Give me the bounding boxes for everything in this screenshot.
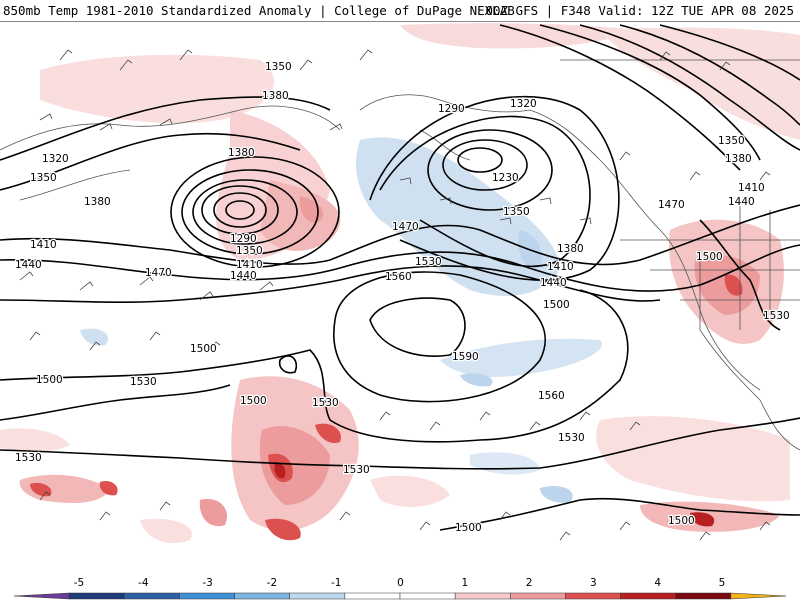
contour-label: 1320 [510, 98, 537, 110]
contour-label: 1470 [392, 221, 419, 233]
contour-label: 1500 [36, 374, 63, 386]
contour-label: 1530 [558, 432, 585, 444]
contour-label: 1350 [30, 172, 57, 184]
colorbar-ticks: -5 -4 -3 -2 -1 0 1 2 3 4 5 [74, 577, 726, 589]
contour-label: 1290 [438, 103, 465, 115]
wind-barbs [19, 49, 771, 541]
contour-label: 1350 [236, 245, 263, 257]
contour-label: 1530 [130, 376, 157, 388]
contour-label: 1380 [84, 196, 111, 208]
contour-label: 1590 [452, 351, 479, 363]
colorbar-segment [344, 592, 401, 600]
contour-label: 1560 [385, 271, 412, 283]
contour-label: 1410 [30, 239, 57, 251]
colorbar-segment [234, 592, 290, 600]
colorbar-legend: -5 -4 -3 -2 -1 0 1 2 3 4 5 [0, 574, 800, 600]
contour-label: 1350 [503, 206, 530, 218]
contour-label: 1500 [240, 395, 267, 407]
contour-label: 1530 [312, 397, 339, 409]
contour-label: 1440 [540, 277, 567, 289]
contour-label: 1560 [538, 390, 565, 402]
contour-label: 1530 [415, 256, 442, 268]
colorbar-segment [13, 592, 70, 600]
colorbar-tick-label: 5 [719, 577, 726, 589]
model-run-label: 00Z GFS | F348 Valid: 12Z TUE APR 08 202… [485, 3, 794, 18]
contour-labels: 1350 1380 1320 1350 1380 1380 1410 1440 … [14, 60, 791, 536]
colorbar-tick-label: -5 [74, 577, 84, 589]
contour-label: 1410 [236, 259, 263, 271]
contour-label: 1500 [696, 251, 723, 263]
contour-label: 1380 [557, 243, 584, 255]
contour-label: 1500 [455, 522, 482, 534]
contour-label: 1410 [738, 182, 765, 194]
colorbar-bar [13, 592, 787, 600]
map-title: 850mb Temp 1981-2010 Standardized Anomal… [3, 3, 515, 18]
colorbar-tick-label: -2 [267, 577, 277, 589]
contour-label: 1440 [728, 196, 755, 208]
contour-label: 1380 [262, 90, 289, 102]
colorbar-segment [675, 592, 732, 600]
colorbar-tick-label: 3 [590, 577, 597, 589]
colorbar-tick-label: -3 [202, 577, 212, 589]
contour-label: 1440 [15, 259, 42, 271]
contour-label: 1500 [668, 515, 695, 527]
colorbar-segment [510, 592, 566, 600]
colorbar-segment [179, 592, 235, 600]
colorbar-segment [730, 592, 787, 600]
colorbar-tick-label: -4 [138, 577, 149, 589]
contour-label: 1410 [547, 261, 574, 273]
contour-label: 1530 [15, 452, 42, 464]
title-bar: 850mb Temp 1981-2010 Standardized Anomal… [0, 0, 800, 22]
contour-label: 1470 [145, 267, 172, 279]
contour-label: 1500 [543, 299, 570, 311]
colorbar-segment [565, 592, 621, 600]
colorbar-segment [620, 592, 676, 600]
colorbar-segment [399, 592, 456, 600]
contour-label: 1380 [725, 153, 752, 165]
contour-label: 1470 [658, 199, 685, 211]
coastlines [0, 59, 800, 451]
weather-map: 1350 1380 1320 1350 1380 1380 1410 1440 … [0, 22, 800, 574]
contour-label: 1530 [343, 464, 370, 476]
colorbar-segment [454, 592, 511, 600]
contour-label: 1440 [230, 270, 257, 282]
colorbar-tick-label: 0 [397, 577, 404, 589]
height-contours [0, 24, 800, 531]
colorbar-segment [289, 592, 346, 600]
contour-label: 1380 [228, 147, 255, 159]
contour-label: 1320 [42, 153, 69, 165]
colorbar-tick-label: 2 [526, 577, 533, 589]
contour-label: 1290 [230, 233, 257, 245]
anomaly-shading [0, 23, 800, 544]
colorbar-tick-label: 4 [654, 577, 661, 589]
colorbar-tick-label: -1 [331, 577, 341, 589]
contour-label: 1500 [190, 343, 217, 355]
colorbar-segment [68, 592, 125, 600]
colorbar-tick-label: 1 [461, 577, 468, 589]
contour-label: 1230 [492, 172, 519, 184]
contour-label: 1530 [763, 310, 790, 322]
contour-label: 1350 [265, 61, 292, 73]
contour-label: 1350 [718, 135, 745, 147]
colorbar-segment [124, 592, 180, 600]
